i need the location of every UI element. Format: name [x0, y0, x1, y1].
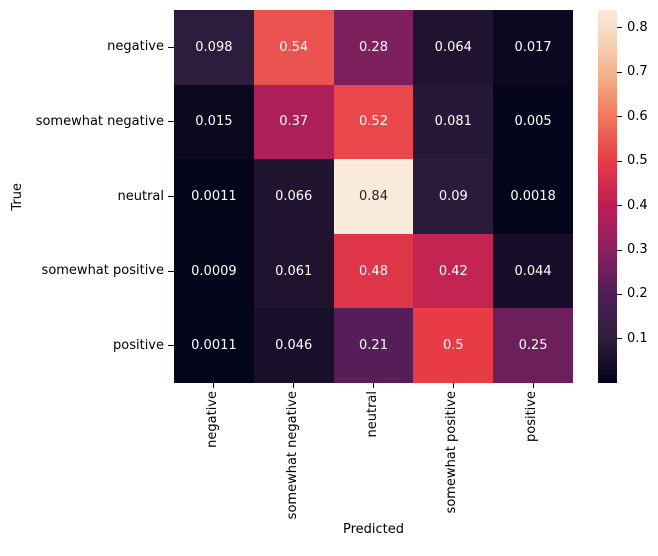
x-tick-label: positive	[524, 391, 539, 446]
y-tick-label: somewhat negative	[35, 113, 164, 129]
heatmap-cell: 0.0009	[174, 233, 254, 309]
colorbar-tick-mark	[617, 71, 622, 73]
heatmap-cell: 0.48	[333, 233, 414, 309]
cell-value: 0.84	[359, 188, 388, 204]
colorbar-tick-label: 0.1	[627, 330, 648, 346]
x-tick-mark	[532, 383, 534, 388]
heatmap-cell: 0.09	[413, 159, 494, 234]
x-tick-label-text: somewhat negative	[284, 391, 300, 520]
cell-value: 0.5	[442, 338, 464, 354]
colorbar-tick-mark	[617, 293, 622, 295]
x-tick-label-text: negative	[204, 391, 220, 448]
colorbar-tick-label: 0.6	[627, 108, 648, 124]
cell-value: 0.046	[275, 338, 313, 354]
x-tick-mark	[452, 383, 454, 388]
colorbar-tick-label: 0.7	[627, 64, 648, 80]
x-tick-mark	[293, 383, 295, 388]
y-tick-mark	[168, 196, 174, 197]
heatmap-cell: 0.54	[253, 10, 334, 85]
cell-value: 0.54	[279, 39, 309, 55]
x-tick-label-text: neutral	[364, 391, 380, 438]
heatmap-cell: 0.52	[333, 84, 414, 160]
x-tick-label-text: positive	[524, 391, 540, 442]
x-tick-label: negative	[205, 391, 220, 452]
colorbar-tick-mark	[617, 160, 622, 162]
x-axis-label: Predicted	[342, 522, 405, 537]
heatmap-cell: 0.005	[493, 84, 573, 160]
cell-value: 0.017	[514, 39, 552, 55]
colorbar-gradient	[598, 10, 617, 383]
colorbar-tick-mark	[617, 205, 622, 207]
cell-value: 0.064	[434, 39, 472, 55]
cell-value: 0.09	[438, 188, 468, 204]
colorbar-tick-label: 0.3	[627, 242, 648, 258]
heatmap-cell: 0.017	[493, 10, 573, 85]
colorbar-tick-mark	[617, 338, 622, 340]
colorbar-tick-label: 0.5	[627, 153, 648, 169]
heatmap-cell: 0.064	[413, 10, 494, 85]
cell-value: 0.061	[275, 263, 313, 279]
heatmap-cell: 0.066	[253, 159, 334, 234]
heatmap-cell: 0.015	[174, 84, 254, 160]
x-tick-label-text: somewhat positive	[444, 391, 460, 514]
colorbar-tick-label: 0.4	[627, 197, 648, 213]
heatmap-cell: 0.84	[333, 159, 414, 234]
cell-value: 0.52	[359, 114, 388, 130]
cell-value: 0.37	[279, 114, 309, 130]
cell-value: 0.005	[514, 114, 552, 130]
y-tick-mark	[168, 46, 174, 48]
cell-value: 0.0011	[191, 188, 237, 204]
colorbar-tick-mark	[617, 27, 622, 29]
cell-value: 0.0009	[191, 263, 237, 279]
colorbar-tick-label: 0.2	[627, 286, 648, 302]
colorbar-tick-mark	[617, 116, 622, 118]
heatmap-cell: 0.061	[253, 233, 334, 309]
cell-value: 0.21	[359, 338, 388, 354]
cell-value: 0.015	[195, 114, 233, 130]
y-tick-label: somewhat positive	[41, 263, 164, 279]
x-tick-label: somewhat negative	[285, 391, 300, 523]
x-tick-mark	[213, 383, 215, 388]
cell-value: 0.0011	[191, 338, 237, 354]
cell-value: 0.098	[195, 39, 233, 55]
cell-value: 0.42	[438, 263, 468, 279]
heatmap-cell: 0.044	[493, 233, 573, 309]
y-tick-label: neutral	[117, 188, 165, 204]
cell-value: 0.044	[514, 263, 552, 279]
heatmap-cell: 0.0018	[493, 159, 573, 234]
colorbar-tick-mark	[617, 249, 622, 251]
cell-value: 0.25	[518, 338, 548, 354]
heatmap-cell: 0.5	[413, 308, 494, 383]
cell-value: 0.48	[359, 263, 388, 279]
y-tick-mark	[168, 270, 174, 272]
heatmap-cell: 0.0011	[174, 308, 254, 383]
heatmap-cell: 0.21	[333, 308, 414, 383]
cell-value: 0.0018	[510, 188, 556, 204]
y-tick-mark	[168, 345, 174, 347]
heatmap-cell: 0.0011	[174, 159, 254, 234]
cell-value: 0.28	[359, 39, 388, 55]
x-tick-mark	[373, 383, 374, 388]
heatmap-grid: 0.098 0.54 0.28 0.064 0.017 0.015 0.37 0.52 0.08…	[174, 10, 573, 383]
y-tick-label: positive	[113, 337, 164, 353]
cell-value: 0.066	[275, 188, 313, 204]
x-tick-label: somewhat positive	[444, 391, 459, 517]
heatmap-cell: 0.081	[413, 84, 494, 160]
heatmap-cell: 0.098	[174, 10, 254, 85]
heatmap-cell: 0.37	[253, 84, 334, 160]
heatmap-cell: 0.42	[413, 233, 494, 309]
colorbar-tick-label: 0.8	[627, 19, 648, 35]
y-tick-mark	[168, 121, 174, 123]
heatmap-cell: 0.25	[493, 308, 573, 383]
y-tick-label: negative	[107, 39, 164, 55]
heatmap-cell: 0.28	[333, 10, 414, 85]
heatmap-cell: 0.046	[253, 308, 334, 383]
cell-value: 0.081	[434, 114, 472, 130]
x-tick-label: neutral	[365, 391, 380, 442]
